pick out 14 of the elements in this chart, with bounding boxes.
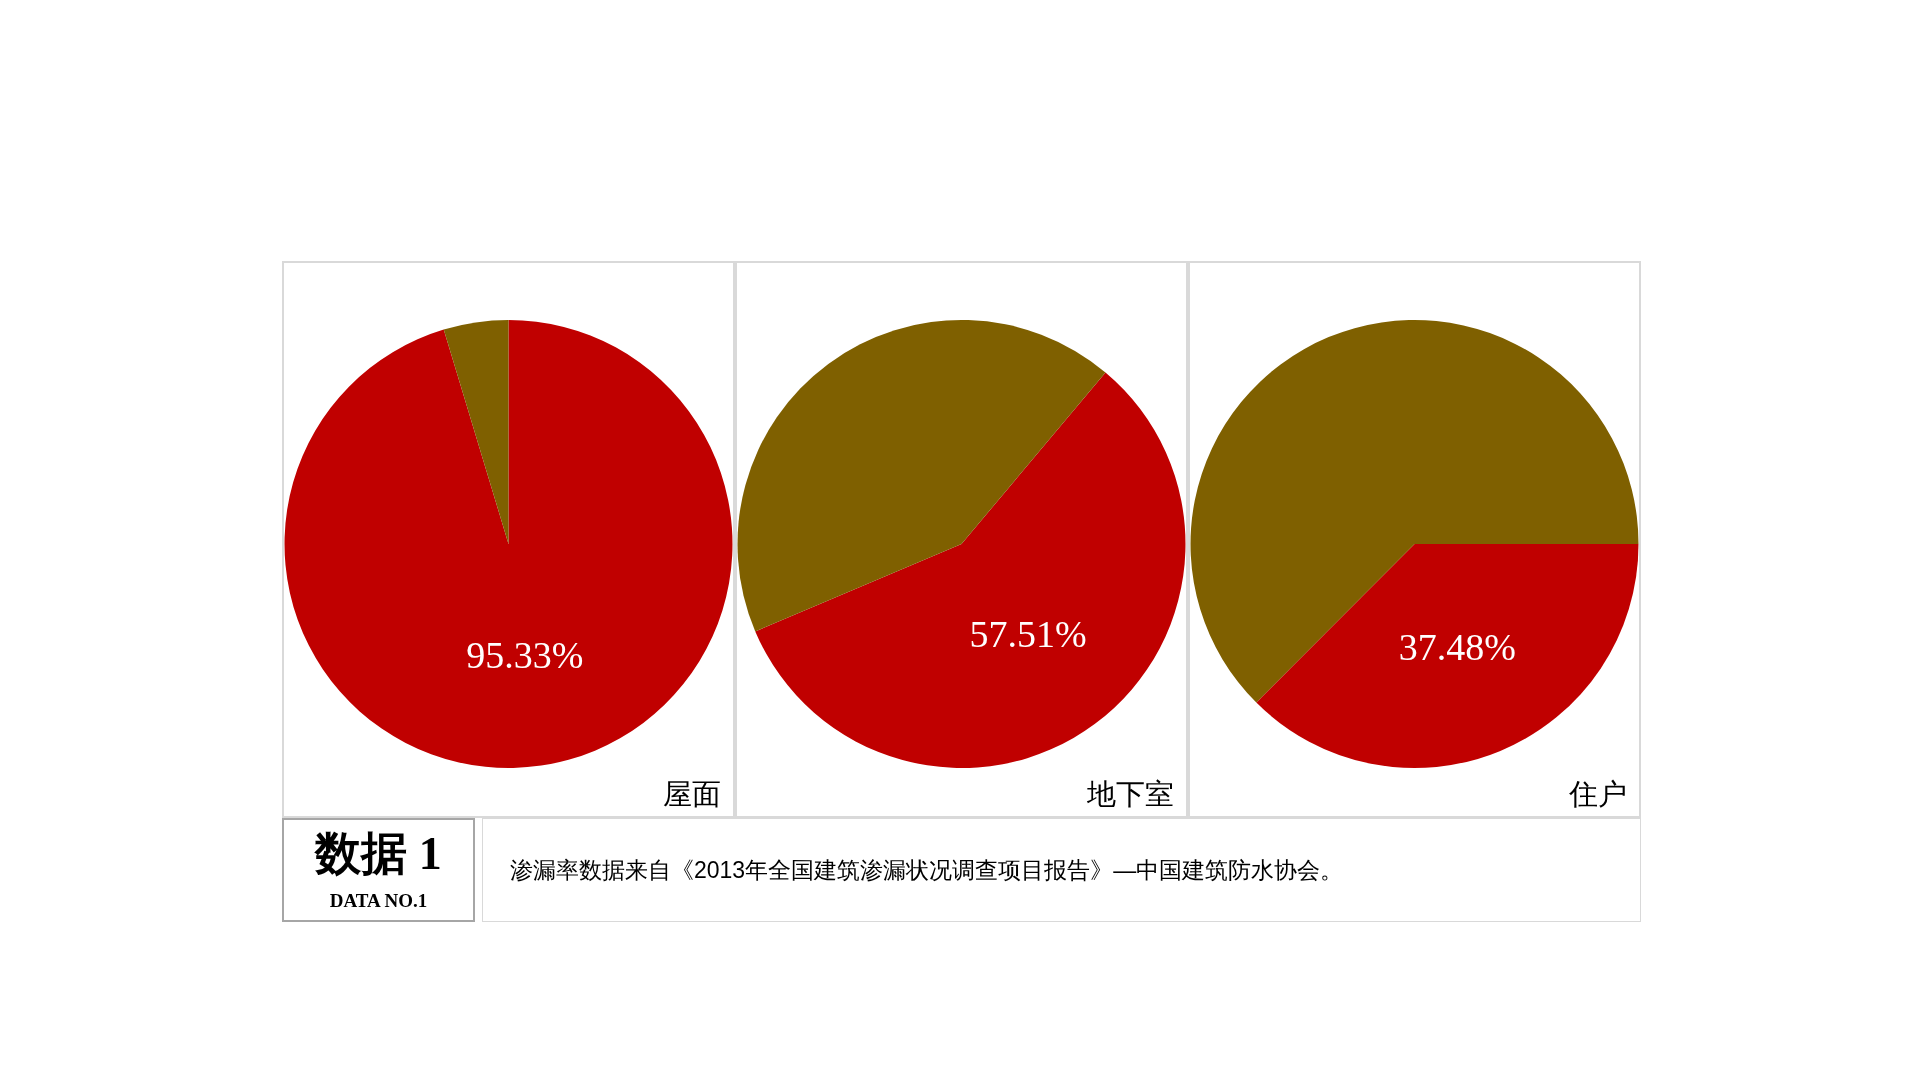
pie-slice bbox=[443, 320, 509, 544]
text: 渗漏率数据来自《2013年全国建筑渗漏状况调查项目报告》—中国建筑防水协会。 bbox=[509, 856, 1344, 885]
text: 住户 bbox=[1568, 778, 1627, 810]
pie-slice bbox=[284, 320, 733, 768]
pie-slice bbox=[1256, 544, 1639, 768]
text: 数据 1 bbox=[313, 827, 443, 881]
data-label: 37.48% bbox=[1398, 626, 1516, 669]
pie-slice bbox=[755, 372, 1186, 768]
data-label: 57.51% bbox=[969, 613, 1087, 656]
text: 屋面 bbox=[663, 778, 721, 810]
text: DATA NO.1 bbox=[328, 890, 429, 912]
pie-slice bbox=[1190, 320, 1639, 703]
text: 地下室 bbox=[1086, 778, 1174, 810]
data-label: 95.33% bbox=[466, 633, 584, 676]
